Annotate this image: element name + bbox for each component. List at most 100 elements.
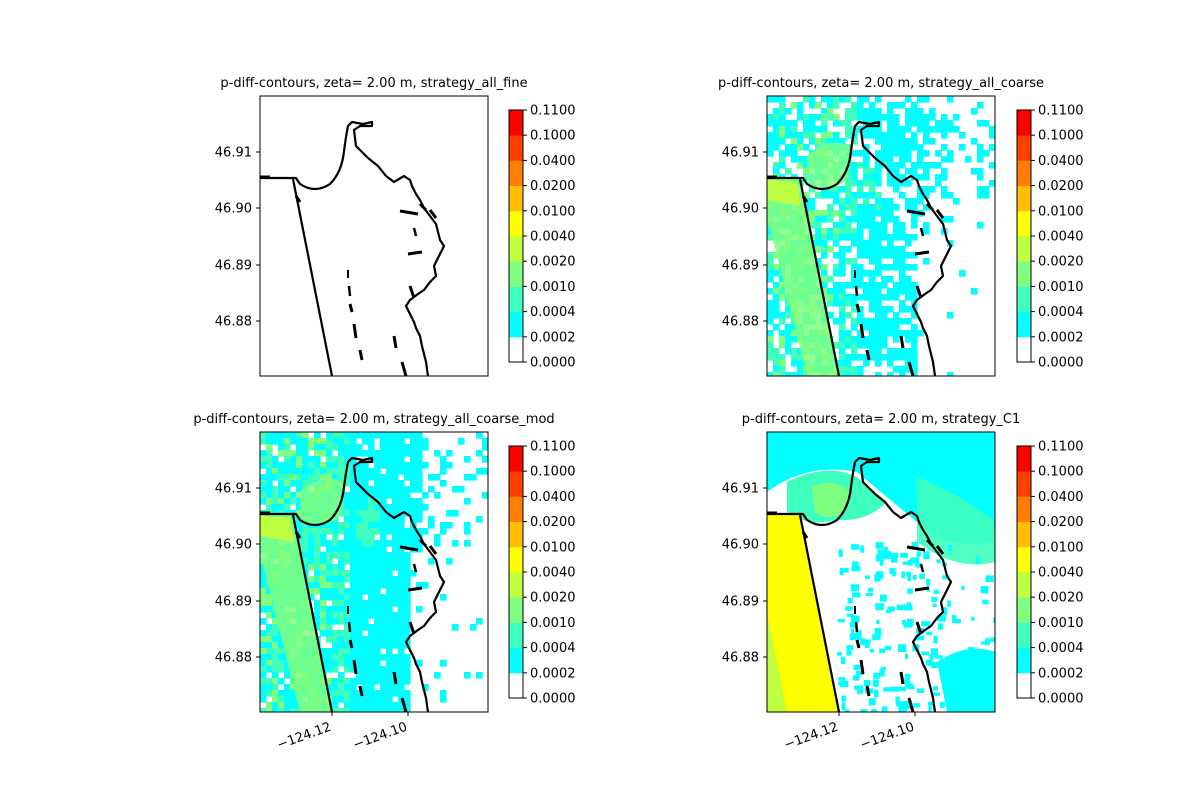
panel-3: p-diff-contours, zeta= 2.00 m, strategy_… bbox=[193, 412, 575, 753]
colorbar-label: 0.0004 bbox=[530, 305, 576, 320]
colorbar-segment bbox=[509, 546, 523, 573]
colorbar-segment bbox=[509, 521, 523, 548]
panel-title: p-diff-contours, zeta= 2.00 m, strategy_… bbox=[742, 412, 1020, 427]
colorbar-segment bbox=[1017, 672, 1031, 699]
contour-fill bbox=[767, 96, 995, 376]
colorbar-label: 0.0020 bbox=[1038, 591, 1084, 606]
colorbar-label: 0.0010 bbox=[530, 616, 576, 631]
colorbar-segment bbox=[509, 110, 523, 136]
colorbar-segment bbox=[509, 236, 523, 262]
colorbar-segment bbox=[1017, 110, 1031, 136]
panel-1: p-diff-contours, zeta= 2.00 m, strategy_… bbox=[215, 76, 576, 377]
colorbar-segment bbox=[1017, 336, 1031, 363]
x-tick-label: −124.12 bbox=[782, 720, 840, 753]
colorbar-label: 0.0000 bbox=[1038, 356, 1084, 371]
colorbar-segment bbox=[1017, 261, 1031, 287]
colorbar-segment bbox=[509, 210, 523, 237]
y-tick-label: 46.91 bbox=[722, 146, 759, 161]
colorbar-label: 0.0020 bbox=[1038, 255, 1084, 270]
contour-fill bbox=[767, 432, 995, 712]
x-tick-label: −124.10 bbox=[858, 720, 916, 753]
colorbar: 0.0000 0.0002 0.0004 0.0010 0.0020 0.0040 0.01… bbox=[1016, 440, 1084, 707]
y-tick-label: 46.88 bbox=[722, 315, 759, 330]
colorbar-label: 0.0004 bbox=[1038, 305, 1084, 320]
contour-fill bbox=[260, 432, 488, 712]
contour-fill bbox=[260, 96, 488, 376]
colorbar-label: 0.0200 bbox=[530, 515, 576, 530]
colorbar-label: 0.1000 bbox=[530, 129, 576, 144]
colorbar-label: 0.0040 bbox=[1038, 230, 1084, 245]
y-tick-label: 46.89 bbox=[722, 595, 759, 610]
colorbar-label: 0.0100 bbox=[1038, 204, 1084, 219]
colorbar-label: 0.0020 bbox=[530, 255, 576, 270]
y-tick-label: 46.91 bbox=[215, 482, 252, 497]
y-tick-label: 46.90 bbox=[215, 202, 252, 217]
colorbar-segment bbox=[1017, 622, 1031, 648]
y-tick-label: 46.90 bbox=[215, 538, 252, 553]
colorbar-segment bbox=[1017, 210, 1031, 237]
colorbar-segment bbox=[509, 336, 523, 363]
colorbar-segment bbox=[1017, 572, 1031, 598]
y-tick-label: 46.91 bbox=[215, 146, 252, 161]
colorbar-segment bbox=[1017, 160, 1031, 186]
panel-2: p-diff-contours, zeta= 2.00 m, strategy_… bbox=[718, 76, 1084, 377]
colorbar-segment bbox=[1017, 135, 1031, 161]
colorbar-segment bbox=[509, 647, 523, 674]
colorbar-label: 0.0100 bbox=[530, 204, 576, 219]
colorbar: 0.0000 0.0002 0.0004 0.0010 0.0020 0.0040 0.01… bbox=[508, 104, 576, 371]
colorbar-label: 0.1100 bbox=[1038, 440, 1084, 455]
y-tick-label: 46.89 bbox=[215, 259, 252, 274]
colorbar-label: 0.0040 bbox=[530, 566, 576, 581]
colorbar-label: 0.0040 bbox=[530, 230, 576, 245]
colorbar-segment bbox=[509, 185, 523, 212]
y-tick-label: 46.88 bbox=[722, 651, 759, 666]
colorbar-segment bbox=[509, 160, 523, 186]
panel-title: p-diff-contours, zeta= 2.00 m, strategy_… bbox=[220, 76, 527, 91]
colorbar: 0.0000 0.0002 0.0004 0.0010 0.0020 0.0040 0.01… bbox=[1016, 104, 1084, 371]
panel-4: p-diff-contours, zeta= 2.00 m, strategy_… bbox=[722, 412, 1084, 753]
panel-title: p-diff-contours, zeta= 2.00 m, strategy_… bbox=[193, 412, 554, 427]
colorbar-label: 0.0200 bbox=[1038, 515, 1084, 530]
colorbar-label: 0.1100 bbox=[530, 104, 576, 119]
colorbar: 0.0000 0.0002 0.0004 0.0010 0.0020 0.0040 0.01… bbox=[508, 440, 576, 707]
colorbar-label: 0.0100 bbox=[530, 540, 576, 555]
y-tick-label: 46.88 bbox=[215, 651, 252, 666]
colorbar-label: 0.1100 bbox=[530, 440, 576, 455]
y-tick-label: 46.90 bbox=[722, 538, 759, 553]
colorbar-segment bbox=[1017, 471, 1031, 497]
colorbar-segment bbox=[509, 496, 523, 522]
colorbar-segment bbox=[1017, 597, 1031, 623]
colorbar-segment bbox=[1017, 496, 1031, 522]
colorbar-label: 0.0010 bbox=[1038, 616, 1084, 631]
colorbar-label: 0.0004 bbox=[530, 641, 576, 656]
colorbar-segment bbox=[1017, 446, 1031, 472]
axes-frame bbox=[766, 431, 996, 713]
y-tick-label: 46.91 bbox=[722, 482, 759, 497]
colorbar-label: 0.0100 bbox=[1038, 540, 1084, 555]
colorbar-segment bbox=[509, 261, 523, 287]
colorbar-segment bbox=[509, 597, 523, 623]
panel-title: p-diff-contours, zeta= 2.00 m, strategy_… bbox=[718, 76, 1044, 91]
colorbar-segment bbox=[1017, 546, 1031, 573]
colorbar-label: 0.1100 bbox=[1038, 104, 1084, 119]
axes-frame bbox=[259, 431, 489, 713]
y-tick-label: 46.88 bbox=[215, 315, 252, 330]
colorbar-segment bbox=[509, 572, 523, 598]
colorbar-segment bbox=[1017, 185, 1031, 212]
colorbar-label: 0.0002 bbox=[530, 330, 576, 345]
y-tick-label: 46.89 bbox=[215, 595, 252, 610]
colorbar-label: 0.0004 bbox=[1038, 641, 1084, 656]
y-tick-label: 46.90 bbox=[722, 202, 759, 217]
colorbar-segment bbox=[1017, 647, 1031, 674]
colorbar-label: 0.0200 bbox=[1038, 179, 1084, 194]
colorbar-label: 0.0020 bbox=[530, 591, 576, 606]
colorbar-label: 0.0010 bbox=[1038, 280, 1084, 295]
colorbar-label: 0.0040 bbox=[1038, 566, 1084, 581]
colorbar-label: 0.0010 bbox=[530, 280, 576, 295]
colorbar-label: 0.0000 bbox=[1038, 692, 1084, 707]
colorbar-label: 0.0400 bbox=[530, 490, 576, 505]
colorbar-segment bbox=[1017, 236, 1031, 262]
colorbar-label: 0.0002 bbox=[530, 666, 576, 681]
colorbar-segment bbox=[509, 672, 523, 699]
